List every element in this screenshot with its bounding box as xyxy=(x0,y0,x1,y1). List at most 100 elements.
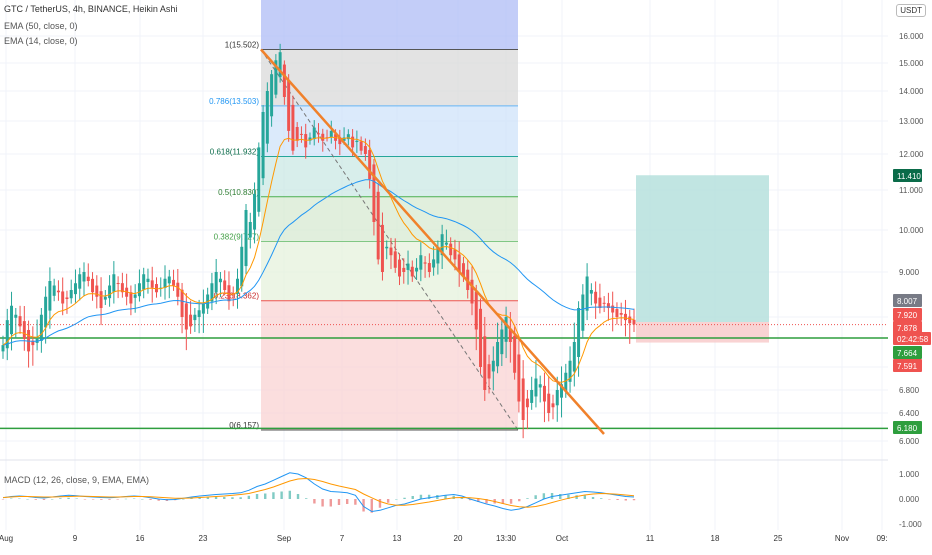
macd-histogram-bar xyxy=(411,496,414,499)
candle-body xyxy=(95,285,99,297)
candle-body xyxy=(623,313,627,321)
fib-zone xyxy=(261,196,518,242)
candle-body xyxy=(461,263,465,277)
macd-histogram-bar xyxy=(485,499,488,504)
time-axis-tick: Oct xyxy=(556,534,569,543)
macd-histogram-bar xyxy=(182,499,185,500)
candle-body xyxy=(73,283,77,295)
candle-body xyxy=(474,291,478,330)
candle-body xyxy=(278,52,282,78)
price-axis-label: 11.410 xyxy=(897,172,921,181)
candle-body xyxy=(560,384,564,398)
candle-body xyxy=(227,285,231,302)
macd-histogram-bar xyxy=(460,497,464,499)
price-axis-tick: 12.000 xyxy=(899,150,924,159)
candle-body xyxy=(240,246,244,287)
candle-body xyxy=(542,385,546,402)
macd-legend: MACD (12, 26, close, 9, EMA, EMA) xyxy=(4,475,150,485)
candle-body xyxy=(299,133,303,135)
candle-body xyxy=(82,272,86,282)
price-axis-tick: 9.000 xyxy=(899,268,920,277)
macd-histogram-bar xyxy=(305,498,308,499)
macd-histogram-bar xyxy=(91,499,95,500)
macd-histogram-bar xyxy=(518,499,521,502)
candle-body xyxy=(218,278,222,283)
candle-body xyxy=(500,329,504,355)
macd-histogram-bar xyxy=(526,498,529,499)
time-axis-tick: 25 xyxy=(774,534,783,543)
price-axis-tick: 11.000 xyxy=(899,186,923,195)
macd-histogram-bar xyxy=(567,494,570,499)
candle-body xyxy=(444,242,448,245)
candle-body xyxy=(372,164,376,222)
price-axis-tick: 15.000 xyxy=(899,59,924,68)
candle-body xyxy=(52,285,56,296)
currency-button[interactable]: USDT xyxy=(896,4,926,17)
candle-body xyxy=(56,290,60,293)
candle-body xyxy=(236,278,239,294)
candle-body xyxy=(18,316,22,327)
macd-histogram-bar xyxy=(247,495,251,499)
candle-body xyxy=(346,134,350,140)
candle-body xyxy=(598,297,602,308)
ema14-legend: EMA (14, close, 0) xyxy=(4,36,78,46)
candle-body xyxy=(585,276,589,311)
macd-histogram-bar xyxy=(264,493,267,499)
ema50-legend: EMA (50, close, 0) xyxy=(4,21,78,31)
candle-body xyxy=(78,274,82,289)
candle-body xyxy=(22,321,26,339)
macd-histogram-bar xyxy=(386,499,390,503)
macd-axis-tick: 0.000 xyxy=(899,495,920,504)
candle-body xyxy=(10,305,14,335)
descending-trend-line xyxy=(260,48,605,435)
macd-histogram-bar xyxy=(280,491,283,499)
macd-histogram-bar xyxy=(575,495,578,499)
candle-body xyxy=(589,290,593,294)
candle-body xyxy=(594,291,598,304)
time-axis-tick: 23 xyxy=(199,534,208,543)
candle-body xyxy=(615,309,619,317)
ema-14-line xyxy=(2,136,635,383)
candle-body xyxy=(184,303,188,330)
candle-body xyxy=(491,360,495,372)
macd-histogram-bar xyxy=(231,497,234,499)
candle-body xyxy=(86,276,90,281)
candle-body xyxy=(261,112,265,179)
candle-body xyxy=(137,283,141,297)
price-axis-label-box xyxy=(893,308,922,321)
candle-body xyxy=(504,317,508,342)
macd-histogram-bar xyxy=(223,497,226,499)
candle-body xyxy=(389,247,393,256)
candle-body xyxy=(189,314,193,327)
candle-body xyxy=(611,305,615,313)
symbol-legend: GTC / TetherUS, 4h, BINANCE, Heikin Ashi xyxy=(4,4,178,14)
macd-histogram-bar xyxy=(214,497,218,499)
price-axis-label: 7.664 xyxy=(897,349,918,358)
candle-body xyxy=(69,290,73,299)
candle-body xyxy=(291,104,295,151)
fib-level-label: 0.382(9.727) xyxy=(214,232,260,241)
time-axis-tick: 16 xyxy=(136,534,145,543)
time-axis-tick: 18 xyxy=(711,534,720,543)
macd-axis-tick: 1.000 xyxy=(899,470,920,479)
time-axis-tick: Aug xyxy=(0,534,13,543)
candle-body xyxy=(351,136,355,148)
candle-body xyxy=(287,80,291,131)
candle-body xyxy=(393,251,397,268)
candle-body xyxy=(150,280,154,288)
time-axis-tick: 7 xyxy=(340,534,345,543)
macd-histogram-bar xyxy=(83,499,87,500)
macd-histogram-bar xyxy=(345,499,349,504)
price-axis-label-box xyxy=(893,321,922,334)
macd-histogram-bar xyxy=(75,498,78,499)
fib-level-label: 0.786(13.503) xyxy=(209,97,259,106)
price-axis-label-box xyxy=(893,169,922,182)
candle-body xyxy=(380,224,384,272)
macd-line xyxy=(2,472,635,513)
candle-body xyxy=(606,303,610,308)
time-axis-tick: 9 xyxy=(73,534,78,543)
candle-body xyxy=(453,249,457,260)
candle-body xyxy=(470,279,474,304)
